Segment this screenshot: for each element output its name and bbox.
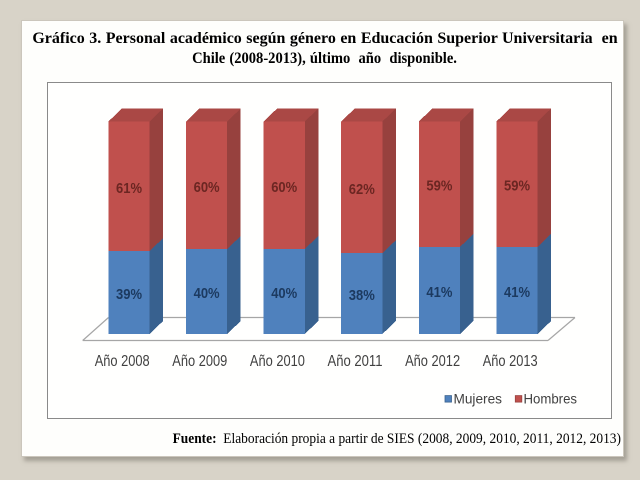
svg-text:62%: 62% [349,181,375,198]
svg-text:39%: 39% [116,286,142,303]
svg-text:Año 2011: Año 2011 [328,353,383,370]
svg-text:Mujeres: Mujeres [454,392,503,407]
svg-text:40%: 40% [194,285,220,302]
svg-text:59%: 59% [426,178,452,195]
svg-text:Año 2012: Año 2012 [405,353,460,370]
svg-text:Año 2013: Año 2013 [483,353,538,370]
svg-text:38%: 38% [349,287,375,304]
svg-text:Año 2008: Año 2008 [95,353,150,370]
svg-text:61%: 61% [116,180,142,197]
svg-text:40%: 40% [271,285,297,302]
svg-text:Hombres: Hombres [524,392,578,407]
svg-text:Año 2010: Año 2010 [250,353,305,370]
svg-text:Año 2009: Año 2009 [172,353,227,370]
svg-text:41%: 41% [426,284,452,301]
svg-text:60%: 60% [271,179,297,196]
svg-text:41%: 41% [504,284,530,301]
svg-text:60%: 60% [194,179,220,196]
svg-text:59%: 59% [504,178,530,195]
